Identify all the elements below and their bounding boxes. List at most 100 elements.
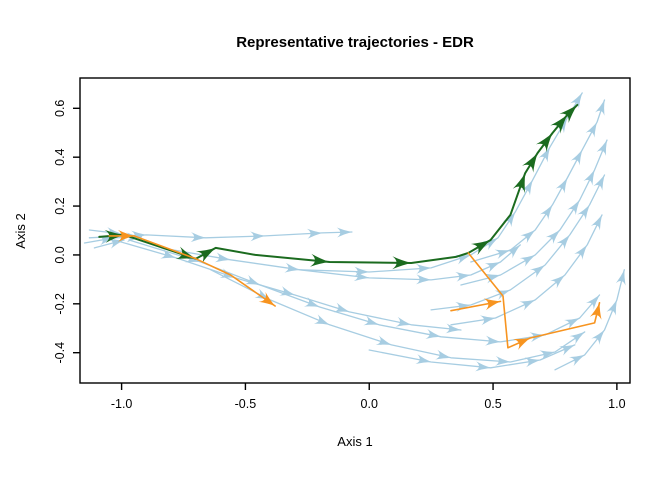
- trajectory-path: [368, 344, 576, 369]
- trajectory-arrowhead: [590, 214, 603, 231]
- trajectory-arrowhead: [160, 248, 177, 259]
- trajectory-arrowhead: [545, 230, 560, 245]
- trajectory-arrowhead: [569, 331, 585, 345]
- trajectory-arrowhead: [583, 169, 595, 186]
- trajectory-arrowhead: [522, 153, 538, 173]
- trajectory-arrowhead: [214, 252, 231, 263]
- trajectory-arrowhead: [470, 240, 491, 256]
- trajectory-arrowhead: [559, 344, 575, 356]
- trajectory-background: [470, 99, 606, 263]
- trajectory-background: [160, 244, 521, 285]
- trajectory-arrowhead: [392, 256, 412, 270]
- trajectory-arrowhead: [550, 274, 565, 289]
- trajectory-arrowhead: [615, 269, 626, 286]
- trajectory-arrowhead: [505, 244, 521, 259]
- trajectory-arrowhead: [250, 231, 266, 242]
- trajectory-arrowhead: [585, 121, 598, 138]
- trajectory-arrowhead: [395, 316, 412, 327]
- trajectory-arrowhead: [435, 349, 451, 360]
- trajectory-arrowhead: [574, 244, 588, 260]
- trajectory-arrowhead: [570, 149, 583, 166]
- trajectory-arrowhead: [520, 230, 536, 244]
- y-axis-label: Axis 2: [13, 213, 28, 248]
- trajectory-arrowhead: [524, 357, 541, 368]
- trajectory-arrowhead: [589, 302, 602, 320]
- trajectory-path: [470, 99, 606, 263]
- trajectory-arrowhead: [484, 273, 501, 284]
- trajectory-background: [210, 269, 586, 366]
- trajectory-representative: [98, 103, 579, 270]
- trajectory-path: [554, 269, 625, 371]
- trajectory-arrowhead: [483, 298, 501, 311]
- trajectory-path: [98, 103, 579, 264]
- trajectory-path: [299, 92, 583, 273]
- trajectory-background: [554, 269, 626, 371]
- trajectory-arrowhead: [593, 175, 605, 191]
- trajectory-arrowhead: [258, 291, 276, 307]
- trajectory-arrowhead: [591, 329, 605, 345]
- trajectory-path: [460, 139, 608, 286]
- trajectory-arrowhead: [425, 329, 442, 339]
- trajectory-arrowhead: [190, 232, 206, 243]
- trajectory-background: [299, 92, 583, 277]
- trajectory-arrowhead: [306, 228, 323, 239]
- trajectory-arrowhead: [279, 286, 295, 296]
- trajectory-arrowhead: [556, 234, 570, 250]
- trajectory-arrowhead: [596, 140, 607, 156]
- trajectory-arrowhead: [502, 211, 516, 228]
- trajectory-arrowhead: [175, 246, 196, 260]
- trajectory-arrowhead: [512, 173, 526, 194]
- trajectory-arrowhead: [117, 229, 134, 242]
- trajectory-arrowhead: [375, 335, 392, 346]
- axis-ticks: -1.0 -0.5 0.0 0.5 1.0 -0.4 -0.2 0.0 0.2 0.4 0.6: [53, 100, 626, 411]
- trajectory-arrowhead: [529, 264, 546, 278]
- trajectory-arrowhead: [353, 271, 370, 282]
- trajectory-arrowhead: [569, 354, 585, 367]
- trajectory-arrowhead: [538, 146, 551, 163]
- y-tick-label: 0.6: [53, 100, 67, 117]
- trajectory-arrowhead: [570, 92, 583, 109]
- trajectory-arrowhead: [521, 179, 533, 196]
- x-tick-label: -1.0: [111, 397, 133, 411]
- trajectory-arrowhead: [535, 132, 553, 153]
- trajectory-representative: [108, 229, 276, 307]
- x-tick-label: 0.0: [361, 397, 378, 411]
- trajectory-arrowhead: [454, 254, 471, 265]
- y-tick-label: -0.4: [53, 342, 67, 364]
- trajectory-arrowhead: [455, 271, 471, 282]
- trajectory-arrowhead: [336, 227, 352, 238]
- trajectory-arrowhead: [559, 104, 578, 123]
- trajectory-arrowhead: [567, 199, 580, 216]
- trajectory-arrowhead: [195, 247, 216, 263]
- trajectory-background: [450, 214, 603, 326]
- trajectory-arrowhead: [484, 262, 501, 273]
- trajectory-arrowhead: [513, 338, 531, 350]
- trajectory-background: [460, 139, 608, 286]
- trajectory-arrowhead: [555, 177, 568, 194]
- trajectory-background: [128, 239, 601, 346]
- trajectory-arrowhead: [577, 204, 590, 221]
- x-tick-label: 0.5: [484, 397, 501, 411]
- trajectory-arrowhead: [482, 237, 499, 251]
- trajectory-arrowhead: [415, 263, 432, 274]
- x-tick-label: 1.0: [608, 397, 625, 411]
- trajectory-path: [430, 174, 606, 311]
- trajectory-arrowhead: [479, 315, 496, 326]
- trajectory-arrowhead: [475, 361, 491, 372]
- trajectory-arrowhead: [363, 315, 380, 326]
- trajectory-path: [128, 239, 601, 343]
- x-tick-label: -0.5: [235, 397, 257, 411]
- y-tick-label: 0.4: [53, 148, 67, 165]
- trajectory-arrowhead: [303, 297, 320, 307]
- trajectory-arrowhead: [519, 299, 536, 311]
- trajectory-layer: [83, 92, 626, 372]
- trajectory-arrowhead: [539, 350, 555, 361]
- plot-title: Representative trajectories - EDR: [236, 34, 474, 51]
- trajectory-arrowhead: [585, 295, 600, 310]
- trajectory-arrowhead: [415, 354, 432, 365]
- trajectory-representative: [467, 252, 602, 350]
- y-tick-label: 0.0: [53, 246, 67, 263]
- trajectory-arrowhead: [494, 249, 511, 260]
